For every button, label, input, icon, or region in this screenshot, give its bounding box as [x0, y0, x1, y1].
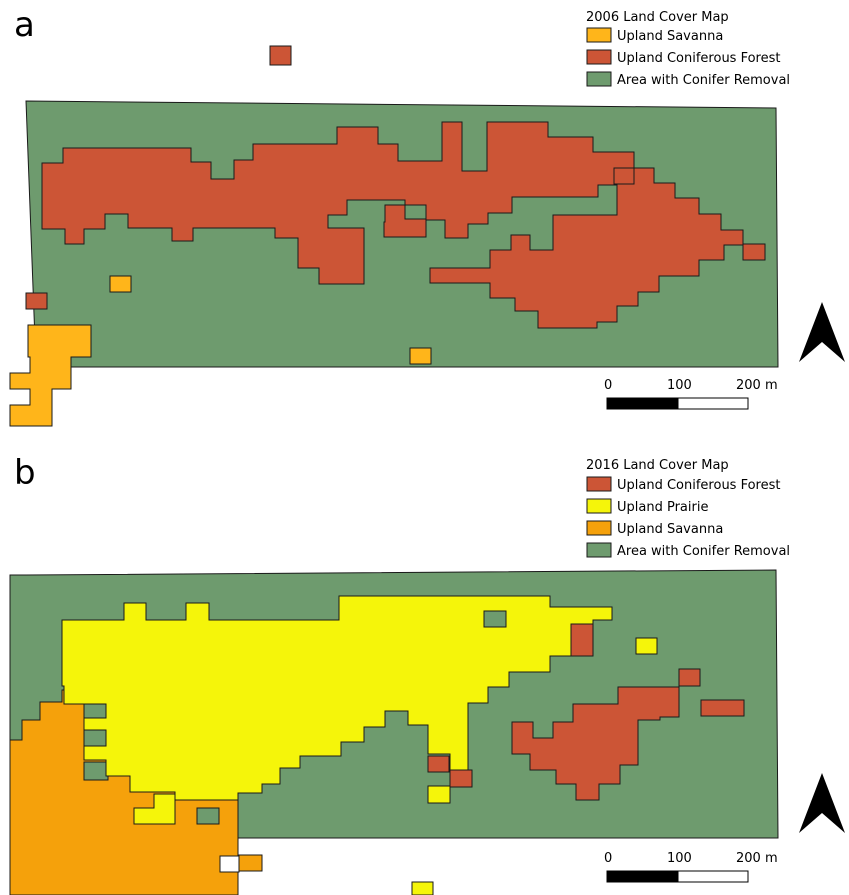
legend-label: Upland Coniferous Forest — [617, 51, 780, 66]
scale-label: 0 — [604, 851, 612, 866]
legend-title: 2006 Land Cover Map — [586, 10, 729, 25]
legend-swatch-forest — [586, 49, 612, 65]
scale-label: 0 — [604, 378, 612, 393]
panel-a-savanna-square — [109, 275, 132, 293]
panel-b-scale-bar: 0 100 200 m — [604, 851, 778, 883]
panel-b-forest-patch — [511, 686, 680, 801]
legend-swatch-savanna — [586, 520, 612, 536]
panel-a-forest-square — [742, 243, 766, 261]
panel-b-prairie-square — [411, 881, 434, 895]
panel-b-legend: 2016 Land Cover Map Upland Coniferous Fo… — [586, 458, 790, 559]
panel-b-prairie-square — [427, 785, 451, 804]
north-arrow-icon — [799, 773, 845, 833]
panel-b-prairie-square — [635, 637, 658, 655]
panel-a-forest-square — [269, 45, 292, 66]
panel-b-forest-square — [570, 623, 594, 657]
legend-swatch-removal — [586, 542, 612, 558]
panel-a-savanna-patch — [9, 324, 92, 427]
legend-swatch-removal — [586, 71, 612, 87]
legend-label: Upland Savanna — [617, 29, 723, 44]
legend-label: Upland Savanna — [617, 522, 723, 537]
panel-b-forest-square — [449, 769, 473, 788]
legend-label: Upland Coniferous Forest — [617, 478, 780, 493]
panel-a-letter: a — [14, 5, 35, 45]
panel-a-forest-patch — [41, 121, 744, 329]
legend-label: Area with Conifer Removal — [617, 73, 790, 88]
panel-b-savanna-square — [237, 854, 263, 872]
panel-a: a 2006 Land Cover Map Upland Savanna Upl… — [9, 5, 845, 427]
panel-a-forest-square — [25, 292, 48, 310]
north-arrow-icon — [799, 302, 845, 362]
panel-a-forest-square — [613, 167, 635, 185]
panel-a-legend: 2006 Land Cover Map Upland Savanna Uplan… — [586, 10, 790, 88]
scale-label: 100 — [667, 378, 692, 393]
panel-b-white-square — [219, 855, 240, 873]
panel-b: b 2016 Land Cover Map Upland Coniferous … — [9, 453, 845, 895]
panel-b-forest-square — [427, 755, 450, 773]
legend-label: Area with Conifer Removal — [617, 544, 790, 559]
panel-b-prairie-patch-small — [133, 793, 176, 825]
panel-b-letter: b — [14, 453, 36, 493]
panel-b-removal-square — [196, 807, 220, 825]
panel-a-savanna-square — [409, 347, 432, 365]
legend-title: 2016 Land Cover Map — [586, 458, 729, 473]
panel-b-removal-square — [483, 610, 507, 628]
scale-label: 200 m — [736, 378, 778, 393]
panel-b-forest-square — [678, 668, 701, 687]
legend-swatch-forest — [586, 476, 612, 492]
legend-swatch-prairie — [586, 498, 612, 514]
panel-b-prairie-patch — [61, 595, 613, 801]
panel-a-scale-bar: 0 100 200 m — [604, 378, 778, 410]
panel-b-forest-square — [700, 699, 745, 717]
legend-swatch-savanna — [586, 27, 612, 43]
legend-label: Upland Prairie — [617, 500, 708, 515]
scale-label: 100 — [667, 851, 692, 866]
scale-label: 200 m — [736, 851, 778, 866]
